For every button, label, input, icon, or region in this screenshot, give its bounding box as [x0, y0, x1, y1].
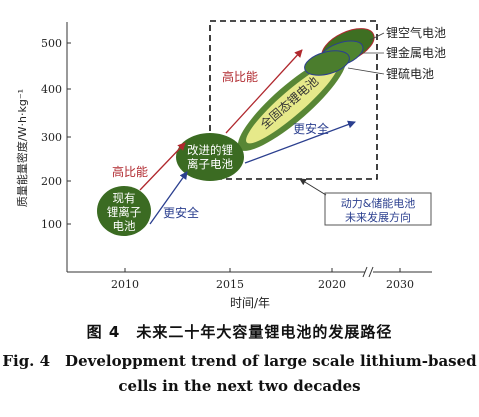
arrow-high-energy-2: [225, 49, 303, 134]
x-tick-label: 2015: [216, 278, 244, 291]
arrow-high-energy-1: [139, 142, 186, 191]
x-ticks: [124, 268, 401, 272]
axis-break-mark: [368, 266, 374, 278]
li-sulfur-label: 锂硫电池: [386, 66, 434, 81]
future-direction-box: [324, 192, 432, 226]
arrow-safer-1: [149, 171, 188, 225]
li-metal-label: 锂金属电池: [386, 45, 446, 60]
leader-li-air: [369, 32, 385, 41]
improved-li-ion-label-line1: 改进的锂: [187, 143, 233, 157]
x-tick-label: 2010: [111, 278, 139, 291]
future-direction-line2: 未来发展方向: [345, 210, 411, 224]
caption-english: Fig. 4 Developpment trend of large scale…: [0, 349, 479, 399]
y-ticks: [67, 42, 71, 225]
y-tick-label: 300: [41, 131, 62, 144]
existing-li-ion-ellipse: [97, 186, 151, 236]
x-axis-title: 时间/年: [230, 296, 270, 310]
axis-break-mark: [362, 266, 368, 278]
label-safer-2: 更安全: [293, 121, 329, 136]
label-safer-1: 更安全: [163, 205, 199, 220]
arrow-safer-2: [244, 120, 356, 164]
y-tick-label: 100: [41, 218, 62, 231]
y-axis-title: 质量能量密度/W·h·kg⁻¹: [15, 89, 29, 207]
label-high-energy-2: 高比能: [222, 69, 258, 84]
li-air-label: 锂空气电池: [386, 25, 446, 40]
x-tick-label: 2020: [318, 278, 346, 291]
improved-li-ion-label-line2: 离子电池: [187, 157, 233, 171]
y-tick-label: 200: [41, 175, 62, 188]
figure-diagram: 100 200 300 400 500 2010 2015 2020 2030 …: [15, 20, 446, 310]
future-region-box: [209, 20, 378, 180]
label-high-energy-1: 高比能: [112, 164, 148, 179]
improved-li-ion-ellipse: [176, 133, 244, 181]
future-direction-pointer: [299, 178, 327, 196]
existing-li-ion-label-line1: 现有: [113, 191, 136, 205]
existing-li-ion-label-line3: 电池: [113, 219, 136, 233]
caption-chinese: 图 4 未来二十年大容量锂电池的发展路径: [86, 323, 393, 341]
caption-english-line1: Fig. 4 Developpment trend of large scale…: [2, 352, 477, 370]
existing-li-ion-label-line2: 锂离子: [107, 205, 142, 219]
solid-state-ellipse: [237, 55, 347, 151]
li-sulfur-ellipse: [304, 50, 350, 76]
caption-english-line2: cells in the next two decades: [118, 377, 361, 395]
y-tick-label: 400: [41, 83, 62, 96]
x-tick-label: 2030: [386, 278, 414, 291]
leader-li-sulfur: [347, 67, 385, 75]
y-tick-label: 500: [41, 37, 62, 50]
future-direction-line1: 动力&储能电池: [341, 196, 416, 210]
